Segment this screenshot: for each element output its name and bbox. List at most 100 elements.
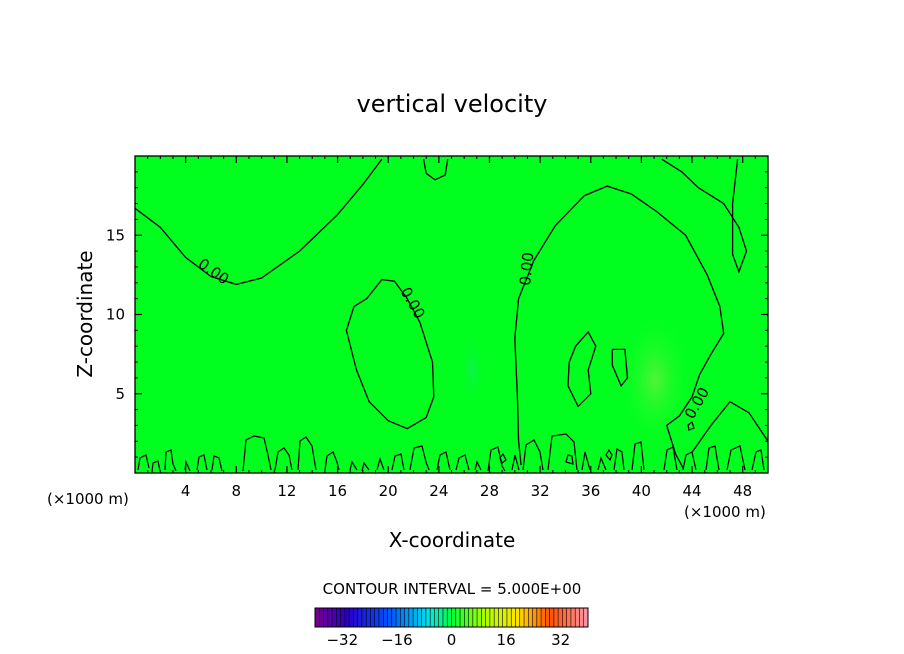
colorbar-swatch (464, 608, 469, 627)
x-tick-label: 48 (733, 482, 752, 500)
colorbar-swatch (472, 608, 478, 627)
contour-label-3: 0.00 (516, 251, 537, 286)
colorbar-swatch (575, 608, 580, 627)
colorbar-swatch (374, 608, 380, 627)
x-tick-label: 40 (632, 482, 651, 500)
colorbar-swatch (336, 608, 341, 627)
contour-line-3 (422, 159, 449, 181)
colorbar-swatch (315, 608, 320, 627)
colorbar-swatch (361, 608, 367, 627)
colorbar-swatch (434, 608, 440, 627)
colorbar-swatch (455, 608, 461, 627)
colorbar-swatch (413, 608, 418, 627)
colorbar-swatch (447, 608, 452, 627)
colorbar-swatch (519, 608, 525, 627)
colorbar-tick-label: −32 (326, 631, 358, 649)
colorbar-swatch (524, 608, 529, 627)
colorbar-swatch (570, 608, 576, 627)
x-tick-label: 24 (429, 482, 448, 500)
contour-interval-text: CONTOUR INTERVAL = 5.000E+00 (323, 580, 582, 598)
x-tick-label: 36 (581, 482, 600, 500)
colorbar-swatch (515, 608, 521, 627)
contour-line-7 (567, 330, 597, 408)
x-tick-label: 12 (277, 482, 296, 500)
colorbar-swatch (357, 608, 363, 627)
colorbar-swatch (477, 608, 482, 627)
colorbar-swatch (349, 608, 354, 627)
colorbar-tick-labels: −32 −16 0 16 32 (326, 631, 570, 649)
colorbar-swatch (387, 608, 393, 627)
x-tick-label: 20 (379, 482, 398, 500)
colorbar-swatch (545, 608, 550, 627)
colorbar-swatch (553, 608, 559, 627)
colorbar-swatch (558, 608, 563, 627)
contour-line-6 (661, 158, 748, 274)
colorbar-swatch (502, 608, 508, 627)
colorbar-swatch (451, 608, 457, 627)
colorbar-swatch (340, 608, 346, 627)
colorbar-swatch (541, 608, 546, 627)
y-axis-label: Z-coordinate (73, 250, 97, 377)
colorbar-swatch (421, 608, 427, 627)
colorbar-swatch (391, 608, 397, 627)
colorbar-swatch (489, 608, 495, 627)
contour-line-4 (514, 185, 725, 469)
colorbar-tick-label: 16 (497, 631, 516, 649)
colorbar-swatch (506, 608, 512, 627)
colorbar-swatch (528, 608, 533, 627)
colorbar-swatch (344, 608, 350, 627)
colorbar-swatch (408, 608, 414, 627)
colorbar-swatch (425, 608, 431, 627)
chart-title: vertical velocity (357, 90, 548, 118)
x-tick-label: 4 (181, 482, 191, 500)
x-axis-ticks: 4 8 12 16 20 24 28 32 36 40 44 48 (147, 156, 756, 500)
x-axis-label: X-coordinate (389, 528, 516, 552)
x-tick-label: 44 (682, 482, 701, 500)
colorbar-tick-label: 32 (551, 631, 570, 649)
contour-line-2 (345, 278, 435, 430)
colorbar-tick-label: 0 (447, 631, 457, 649)
field-shading (458, 310, 693, 450)
colorbar-swatch (370, 608, 376, 627)
colorbar-swatch (494, 608, 499, 627)
colorbar-swatch (319, 608, 324, 627)
y-tick-label: 15 (106, 226, 125, 244)
y-axis-ticks: 5 10 15 (106, 171, 768, 458)
colorbar-swatch (353, 608, 358, 627)
colorbar-swatch (511, 608, 516, 627)
x-tick-label: 8 (232, 482, 242, 500)
colorbar-swatch (485, 608, 491, 627)
surface-contour-noise (137, 421, 765, 473)
contour-line-1 (135, 158, 383, 286)
colorbar-swatch (417, 608, 422, 627)
x-tick-label: 16 (328, 482, 347, 500)
y-tick-label: 10 (106, 306, 125, 324)
colorbar-swatch (404, 608, 410, 627)
contour-line-5 (691, 400, 768, 453)
colorbar-swatch (438, 608, 444, 627)
colorbar-swatch (536, 608, 542, 627)
colorbar-swatch (562, 608, 567, 627)
colorbar-swatch (583, 608, 589, 627)
x-unit-right: (×1000 m) (684, 503, 766, 521)
y-tick-label: 5 (115, 385, 125, 403)
colorbar-swatch (366, 608, 371, 627)
colorbar-swatch (396, 608, 401, 627)
colorbar-swatch (332, 608, 337, 627)
colorbar-swatch (378, 608, 384, 627)
colorbar-frame (314, 607, 589, 628)
colorbar-swatch (383, 608, 388, 627)
colorbar-swatch (498, 608, 503, 627)
colorbar-tick-label: −16 (381, 631, 413, 649)
colorbar-swatch (327, 608, 333, 627)
colorbar-swatch (323, 608, 329, 627)
x-unit-left: (×1000 m) (47, 490, 129, 508)
colorbar-swatch (460, 608, 465, 627)
contour-lines (135, 158, 768, 469)
colorbar-swatch (400, 608, 405, 627)
contour-line-8 (611, 348, 629, 388)
colorbar-swatch (468, 608, 474, 627)
colorbar-swatch (579, 608, 585, 627)
colorbar (314, 607, 589, 628)
colorbar-swatch (532, 608, 538, 627)
